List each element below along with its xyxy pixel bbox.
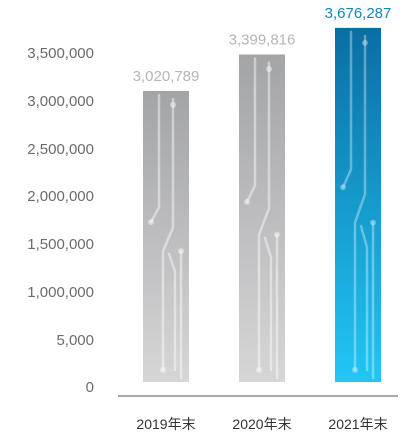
- bar-decoration: [257, 61, 271, 372]
- bar-decoration: [160, 367, 166, 373]
- bar-decoration: [274, 231, 280, 238]
- x-axis-ticks: 2019年末 2020年末 2021年末: [136, 416, 387, 432]
- bar-decoration: [340, 184, 346, 191]
- bar: [335, 27, 381, 383]
- bar-decoration: [362, 39, 368, 46]
- y-axis-ticks: 0 5,000 1,000,000 1,500,000 2,000,000 2,…: [27, 45, 94, 396]
- x-tick-label: 2021年末: [328, 416, 387, 432]
- bar-decoration: [341, 30, 353, 189]
- bar-decoration: [266, 66, 272, 73]
- bar: [239, 54, 285, 383]
- data-label: 3,020,789: [133, 68, 200, 85]
- data-label: 3,399,816: [229, 31, 296, 48]
- bar-decoration: [178, 248, 184, 255]
- bar-decoration: [170, 101, 176, 108]
- bar: [143, 90, 189, 383]
- y-tick-label: 3,500,000: [27, 45, 94, 62]
- bar-decoration: [352, 367, 358, 373]
- bar-decoration: [244, 198, 250, 205]
- bars: 3,020,789 3,399,816 3,676,287: [133, 5, 392, 383]
- bar-decoration: [167, 252, 177, 372]
- bar-decoration: [149, 93, 161, 224]
- bar-decoration: [353, 34, 367, 372]
- bar-decoration: [161, 97, 175, 372]
- y-tick-label: 1,000,000: [27, 284, 94, 301]
- y-tick-label: 2,000,000: [27, 188, 94, 205]
- bar-decoration: [359, 224, 369, 372]
- y-tick-label: 0: [86, 379, 94, 396]
- bar-decoration: [148, 218, 154, 225]
- bar-decoration: [370, 219, 376, 226]
- y-tick-label: 3,000,000: [27, 93, 94, 110]
- bar-decoration: [245, 57, 257, 204]
- bar-decoration: [256, 367, 262, 373]
- data-label: 3,676,287: [325, 5, 392, 22]
- x-tick-label: 2020年末: [232, 416, 291, 432]
- x-tick-label: 2019年末: [136, 416, 195, 432]
- y-tick-label: 2,500,000: [27, 141, 94, 158]
- bar-decoration: [263, 236, 273, 372]
- y-tick-label: 1,500,000: [27, 236, 94, 253]
- y-tick-label: 5,000: [56, 332, 94, 349]
